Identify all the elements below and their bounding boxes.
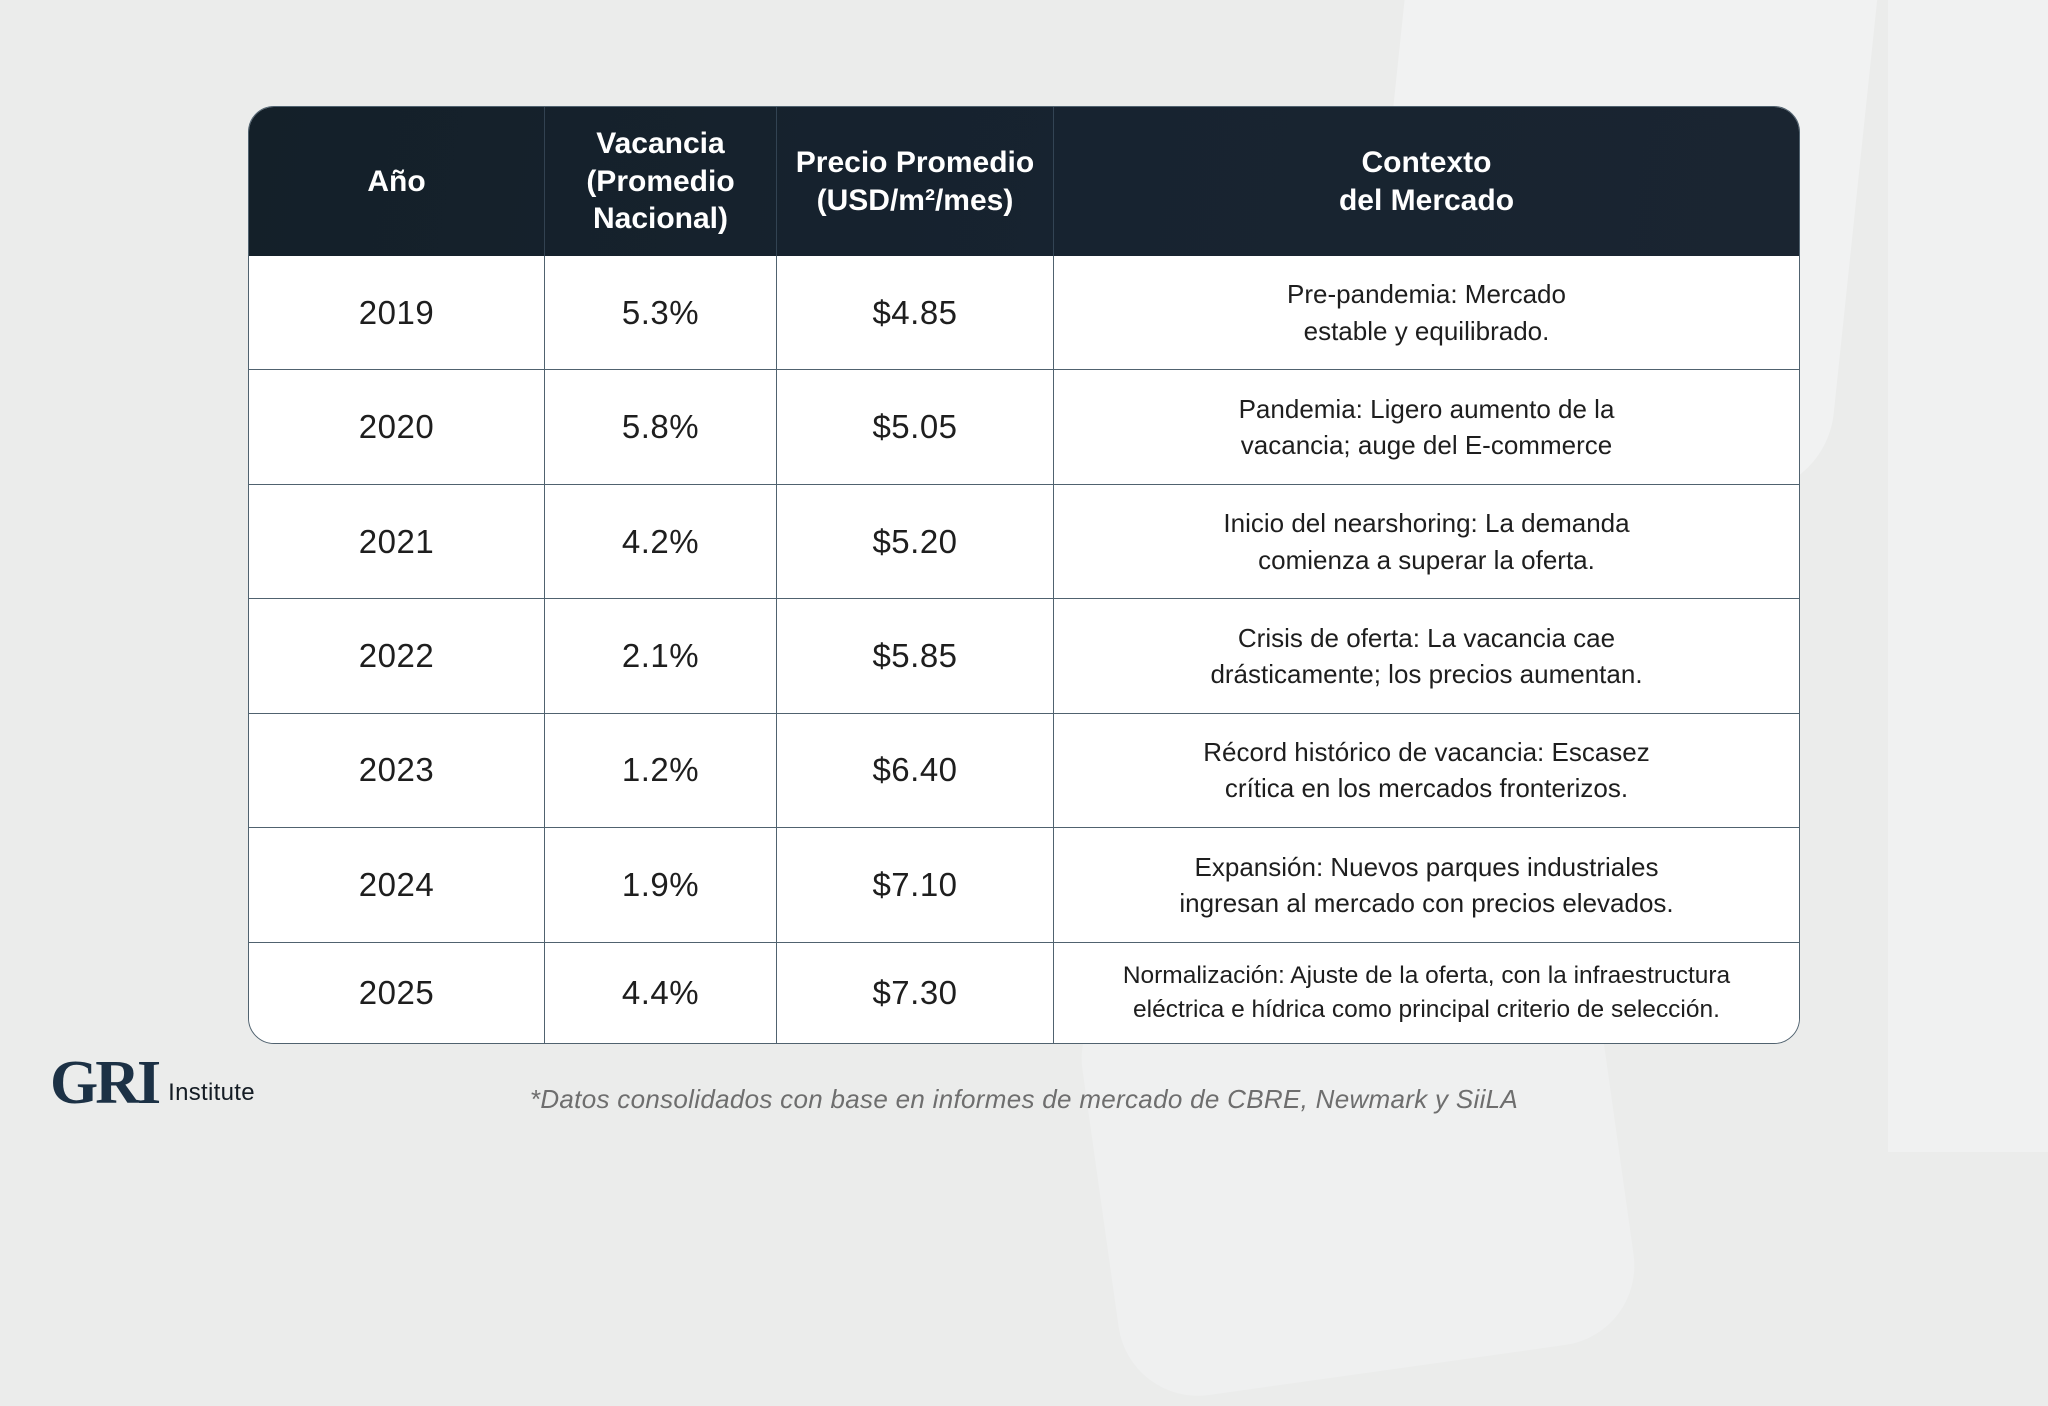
gri-logo-text: GRI (50, 1049, 161, 1117)
column-header-year: Año (249, 107, 545, 256)
table-row: 2021 4.2% $5.20 Inicio del nearshoring: … (249, 483, 1799, 599)
price-cell: $6.40 (777, 713, 1054, 828)
table-row: 2025 4.4% $7.30 Normalización: Ajuste de… (249, 941, 1799, 1043)
price-cell: $7.30 (777, 942, 1054, 1043)
column-header-context: Contexto del Mercado (1338, 146, 1515, 217)
vacancy-cell: 2.1% (545, 599, 777, 713)
price-cell: $5.20 (777, 484, 1054, 599)
vacancy-cell: 1.2% (545, 713, 777, 828)
column-header-price: Precio Promedio (USD/m²/mes) (777, 107, 1054, 256)
vacancy-cell: 4.4% (545, 942, 777, 1043)
context-cell: Pre-pandemia: Mercado estable y equilibr… (1287, 279, 1566, 346)
year-cell: 2019 (249, 256, 545, 370)
year-cell: 2023 (249, 713, 545, 828)
year-cell: 2025 (249, 942, 545, 1043)
table-row: 2024 1.9% $7.10 Expansión: Nuevos parque… (249, 827, 1799, 942)
table-row: 2019 5.3% $4.85 Pre-pandemia: Mercado es… (249, 256, 1799, 370)
price-cell: $7.10 (777, 828, 1054, 942)
context-cell: Crisis de oferta: La vacancia cae drásti… (1210, 622, 1643, 690)
price-cell: $5.85 (777, 599, 1054, 713)
context-cell: Expansión: Nuevos parques industriales i… (1179, 851, 1674, 918)
vacancy-cell: 5.3% (545, 256, 777, 370)
gri-logo-suffix: Institute (168, 1078, 255, 1106)
context-cell: Normalización: Ajuste de la oferta, con … (1122, 961, 1731, 1023)
year-cell: 2022 (249, 599, 545, 713)
price-cell: $4.85 (777, 256, 1054, 370)
table-row: 2020 5.8% $5.05 Pandemia: Ligero aumento… (249, 369, 1799, 484)
market-data-table: Año Vacancia (Promedio Nacional) Precio … (248, 106, 1800, 1044)
table-row: 2023 1.2% $6.40 Récord histórico de vaca… (249, 712, 1799, 828)
year-cell: 2024 (249, 828, 545, 942)
year-cell: 2020 (249, 370, 545, 484)
vacancy-cell: 4.2% (545, 484, 777, 599)
source-footnote: *Datos consolidados con base en informes… (529, 1084, 1519, 1114)
vacancy-cell: 1.9% (545, 828, 777, 942)
context-cell: Récord histórico de vacancia: Escasez cr… (1203, 737, 1650, 804)
year-cell: 2021 (249, 484, 545, 599)
table-header-row: Año Vacancia (Promedio Nacional) Precio … (249, 107, 1799, 256)
gri-institute-logo: GRI Institute (50, 1049, 255, 1117)
background-decoration-band (1888, 0, 2048, 1152)
vacancy-cell: 5.8% (545, 370, 777, 484)
column-header-vacancy: Vacancia (Promedio Nacional) (545, 107, 777, 256)
table-row: 2022 2.1% $5.85 Crisis de oferta: La vac… (249, 598, 1799, 713)
price-cell: $5.05 (777, 370, 1054, 484)
context-cell: Inicio del nearshoring: La demanda comie… (1223, 508, 1630, 575)
context-cell: Pandemia: Ligero aumento de la vacancia;… (1238, 393, 1615, 461)
